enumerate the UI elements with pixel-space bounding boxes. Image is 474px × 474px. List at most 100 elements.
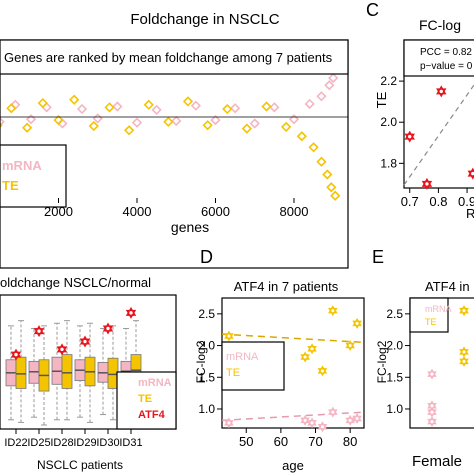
panel-a-mrna-point-3	[25, 114, 37, 125]
panel-b-legend-mrna: mRNA	[138, 377, 172, 389]
panel-c-stats-box	[403, 39, 474, 77]
panel-b-legend-te: TE	[138, 393, 152, 405]
panel-a-te-point-11	[163, 116, 174, 127]
panel-d-te-trend	[221, 333, 365, 344]
panel-b-xtick-2: ID28	[50, 437, 73, 449]
panel-e-xlabel: Female	[412, 453, 462, 470]
panel-e-ytick-3: 2.5	[386, 307, 403, 321]
panel-e-te-point-0-center	[462, 359, 466, 363]
panel-a-title: Foldchange in NSCLC	[130, 11, 279, 28]
panel-d-ytick-3: 2.5	[198, 307, 215, 321]
panel-e-mrna-point-0-center	[430, 420, 434, 424]
panel-c-pcc: PCC = 0.82	[420, 47, 472, 58]
panel-d-te-point-3-center	[320, 369, 324, 373]
panel-a-mrna-point-8	[112, 101, 123, 112]
panel-a-te-point-6	[69, 94, 80, 105]
panel-d-xlabel: age	[282, 458, 304, 473]
panel-e-legend-te: TE	[425, 317, 437, 327]
panel-a-mrna-point-15	[249, 118, 260, 129]
panel-a-te-point-20	[316, 156, 327, 167]
panel-b-xtick-5: ID31	[119, 437, 142, 449]
panel-a-te-point-4	[37, 97, 48, 109]
panel-a-te-point-5	[53, 114, 64, 126]
panel-a-mrna-point-13	[210, 114, 221, 126]
panel-a-mrna-point-9	[131, 117, 143, 128]
panel-d-mrna-point-5-center	[348, 418, 352, 422]
panel-c-atf4-point-3-center	[471, 171, 474, 176]
panel-a-te-point-12	[182, 96, 194, 107]
panel-c-atf4-point-2-center	[439, 89, 443, 94]
panel-a-subtitle-box	[0, 39, 349, 75]
panel-e-ytick-1: 1.5	[386, 370, 403, 384]
panel-a-xtick-2: 6000	[201, 204, 230, 219]
panel-a-mrna-point-12	[190, 100, 201, 111]
panel-a-te-point-16	[261, 101, 272, 112]
panel-d-te-point-5-center	[348, 344, 352, 348]
panel-e: E ATF4 in FC-log2 mRNA TE 1.0 1.5 2.0 2.5 F…	[372, 247, 474, 470]
panel-d-xtick-3: 80	[343, 434, 357, 449]
panel-c-ytick-0: 1.8	[380, 156, 397, 170]
panel-b-xlabel: NSCLC patients	[37, 458, 123, 472]
panel-c-title: FC-log	[419, 17, 461, 33]
panel-d-mrna-point-4-center	[331, 410, 335, 414]
panel-a-te-point-15	[241, 123, 253, 134]
panel-a-te-point-14	[222, 103, 233, 115]
panel-e-legend-mrna: mRNA	[425, 304, 452, 314]
panel-a-mrna-point-17	[288, 114, 300, 125]
panel-c-xtick-0: 0.7	[401, 194, 419, 209]
panel-a-points	[0, 72, 341, 201]
panel-e-ytick-2: 2.0	[386, 339, 403, 353]
panel-a-xlabel: genes	[171, 219, 209, 235]
panel-b-xtick-3: ID29	[73, 437, 96, 449]
panel-d-te-point-6-center	[355, 321, 359, 325]
panel-e-ytick-0: 1.0	[386, 402, 403, 416]
panel-e-legend	[409, 297, 449, 333]
panel-d-te-point-4-center	[331, 309, 335, 313]
panel-a-te-point-22	[326, 182, 337, 193]
panel-d-title: ATF4 in 7 patients	[234, 279, 339, 294]
panel-d-mrna-point-0-center	[227, 421, 231, 425]
panel-e-te-point-1-center	[462, 350, 466, 354]
panel-e-points	[427, 305, 469, 428]
panel-c-atf4-point-0-center	[408, 134, 412, 139]
panel-b-legend-atf4: ATF4	[138, 409, 166, 421]
panel-a-te-point-2	[6, 103, 17, 114]
panel-a-te-point-3	[21, 122, 33, 133]
panel-b-atf4-point-0-center	[14, 352, 18, 357]
panel-a-mrna-point-11	[171, 115, 182, 127]
panel-d-te-point-2-center	[310, 347, 314, 351]
panel-d-xtick-1: 60	[274, 434, 288, 449]
panel-a-mrna-point-14	[229, 103, 241, 114]
panel-a-mrna-point-7	[92, 113, 103, 124]
panel-a-te-point-7	[88, 120, 99, 132]
panel-d-mrna-trend	[221, 411, 365, 422]
panel-a-mrna-point-1	[0, 117, 5, 127]
panel-b-xtick-0: ID22	[4, 437, 27, 449]
panel-a-te-point-18	[296, 131, 307, 142]
panel-d-te-point-0-center	[227, 334, 231, 338]
panel-a-legend	[0, 144, 67, 208]
panel-d-ylabel: FC-log2	[194, 340, 208, 383]
panel-c-xtick-2: 0.9	[458, 194, 474, 209]
panel-c-axes: 0.7 0.8 0.9 1.8 2.0 2.2	[380, 74, 474, 209]
panel-a-te-point-8	[104, 102, 115, 113]
panel-d-mrna-point-2-center	[310, 421, 314, 425]
panel-e-title: ATF4 in	[425, 279, 470, 294]
panel-a-mrna-point-19	[316, 91, 327, 102]
panel-b-xtick-4: ID30	[96, 437, 119, 449]
panel-d-axes: 50 60 70 80 1.0 1.5 2.0 2.5	[198, 307, 357, 449]
panel-a-te-point-13	[202, 120, 213, 131]
panel-a-te-point-10	[143, 99, 154, 110]
panel-a-mrna-point-4	[41, 102, 52, 113]
panel-c-points	[404, 85, 474, 190]
panel-a-mrna-point-10	[151, 104, 162, 116]
panel-e-mrna-point-3-center	[430, 372, 434, 376]
panel-a-te-point-17	[280, 121, 292, 133]
panel-d: D ATF4 in 7 patients FC-log2 mRNA TE 50 6…	[194, 247, 365, 473]
panel-b-legend	[116, 371, 177, 430]
panel-a-xtick-1: 4000	[123, 204, 152, 219]
panel-c-xtick-1: 0.8	[429, 194, 447, 209]
panel-b: oldchange NSCLC/normal mRNA TE ATF4 ID22…	[0, 275, 177, 472]
panel-c-pvalue: p−value = 0	[420, 61, 473, 72]
